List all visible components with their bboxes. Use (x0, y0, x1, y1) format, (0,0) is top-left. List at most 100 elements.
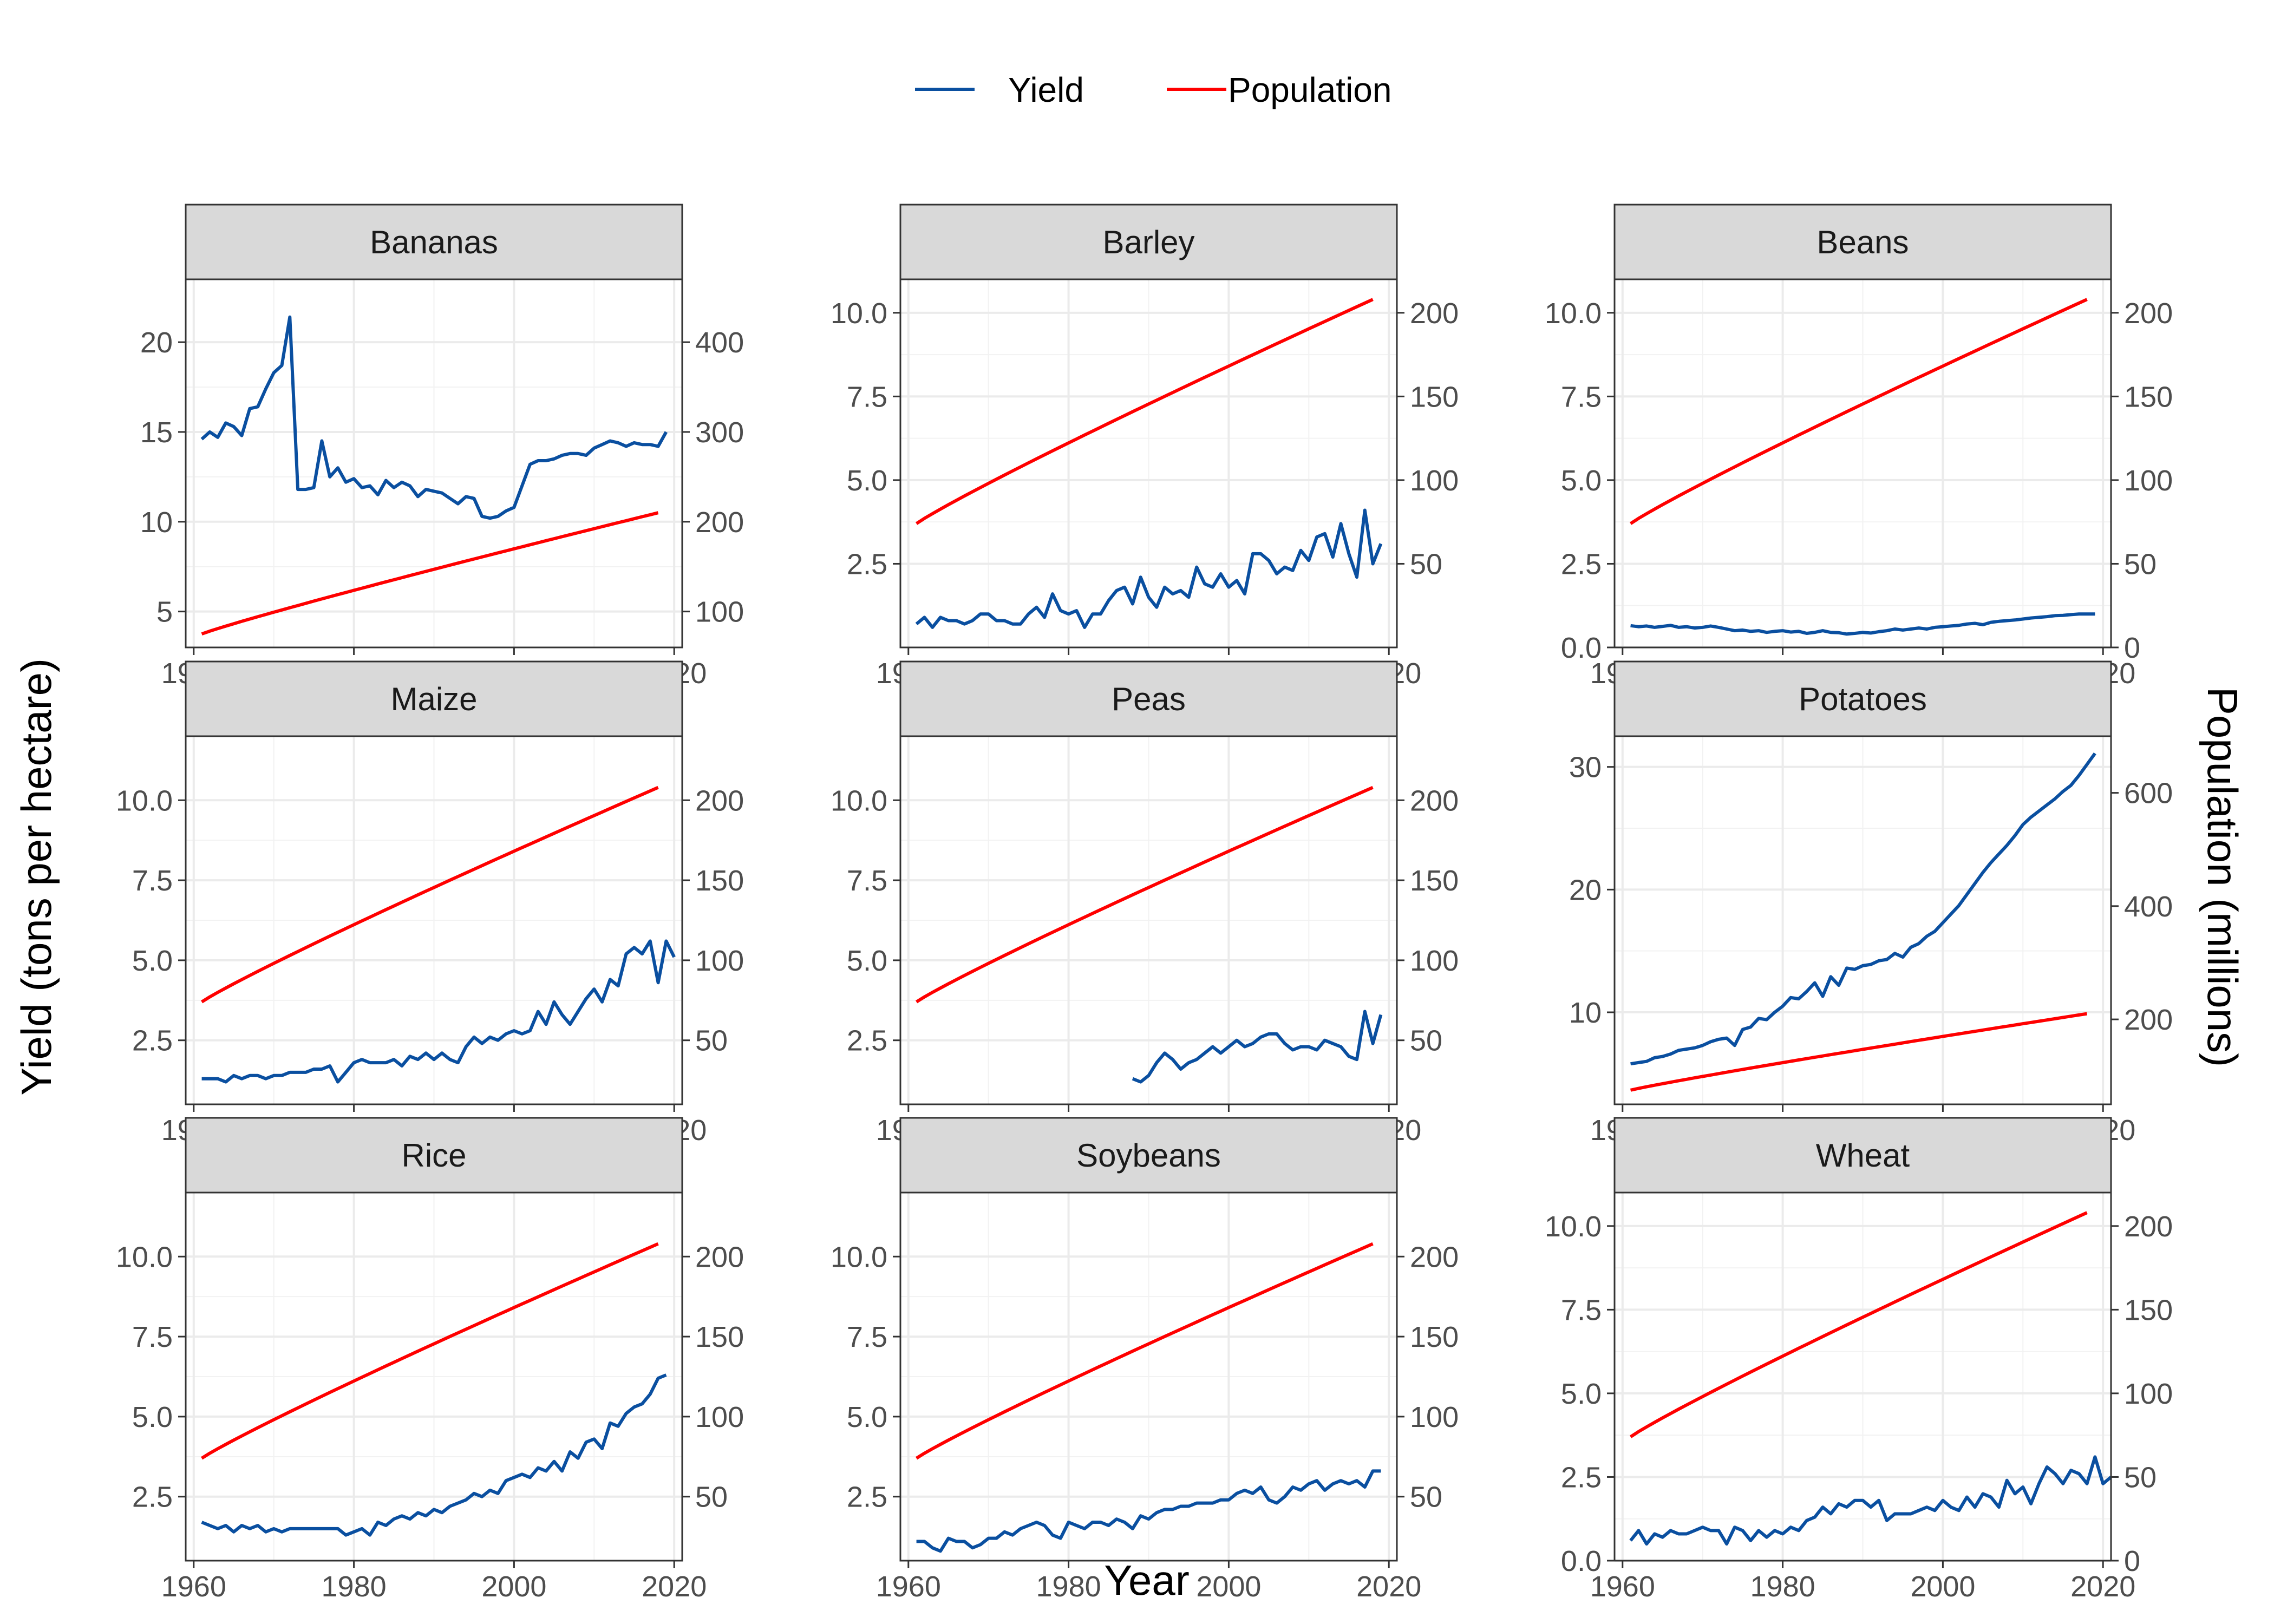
yield-line-wheat (1629, 1455, 2112, 1546)
x-tick-label: 1980 (322, 1570, 387, 1603)
strip-wheat (1613, 1117, 2112, 1194)
y2-tick-label: 200 (695, 1241, 744, 1273)
y2-tick-label: 200 (695, 784, 744, 817)
y-tick-label: 10.0 (116, 784, 173, 817)
y-tick-label: 10.0 (831, 1241, 887, 1273)
y-tick-label: 10.0 (831, 297, 887, 330)
y2-tick-label: 150 (2124, 381, 2173, 413)
y-tick-label: 7.5 (847, 1321, 887, 1353)
strip-label-soybeans: Soybeans (1076, 1137, 1221, 1174)
population-line-rice (201, 1242, 659, 1460)
y2-tick-label: 50 (695, 1481, 728, 1514)
panel-border-wheat (1613, 1191, 2112, 1562)
y-tick-label: 5.0 (847, 1401, 887, 1433)
strip-bananas (185, 204, 683, 280)
population-line-peas (916, 785, 1374, 1004)
y-tick-label: 5.0 (1561, 1378, 1602, 1410)
panel-wheat: Wheat 1960 1980 2000 2020 0.0 2.5 5.0 7.5 10.0 0 50… (1545, 1117, 2173, 1603)
strip-label-potatoes: Potatoes (1799, 681, 1927, 717)
y2-tick-label: 200 (1410, 784, 1459, 817)
y-tick-label: 2.5 (1561, 548, 1602, 580)
y-tick-label: 7.5 (847, 865, 887, 897)
y-tick-label: 5.0 (847, 464, 887, 497)
y2-tick-label: 0 (2124, 1545, 2140, 1577)
panel-soybeans: Soybeans 1960 1980 2000 2020 2.5 5.0 7.5 10.0 50 1… (831, 1117, 1459, 1603)
strip-label-peas: Peas (1112, 681, 1186, 717)
panel-border-beans (1613, 278, 2112, 649)
population-line-wheat (1629, 1211, 2088, 1438)
y2-tick-label: 50 (695, 1025, 728, 1057)
legend-population-label: Population (1228, 70, 1391, 109)
y2-tick-label: 150 (2124, 1294, 2173, 1326)
y2-tick-label: 100 (695, 596, 744, 628)
y-tick-label: 2.5 (1561, 1461, 1602, 1494)
y-tick-label: 10.0 (1545, 1210, 1602, 1243)
y-tick-label: 20 (140, 326, 173, 359)
y-tick-label: 10.0 (1545, 297, 1602, 330)
y-tick-label: 5.0 (847, 945, 887, 977)
x-tick-label: 1960 (876, 1570, 941, 1603)
strip-label-bananas: Bananas (370, 224, 498, 260)
y2-tick-label: 50 (2124, 1461, 2157, 1494)
strip-label-rice: Rice (401, 1137, 466, 1174)
yield-line-bananas (200, 315, 668, 520)
strip-barley (899, 204, 1398, 280)
y2-tick-label: 200 (2124, 1004, 2173, 1036)
x-axis-title: Year (1104, 1556, 1190, 1604)
y2-tick-label: 150 (695, 1321, 744, 1353)
strip-rice (185, 1117, 683, 1194)
panel-border-rice (185, 1191, 683, 1562)
x-tick-label: 1960 (1590, 1570, 1655, 1603)
panel-border-potatoes (1613, 735, 2112, 1105)
legend-yield-label: Yield (1008, 70, 1084, 109)
panel-beans: Beans19601980200020200.02.55.07.510.0050… (1545, 204, 2173, 690)
y2-tick-label: 100 (1410, 945, 1459, 977)
y2-tick-label: 400 (2124, 890, 2173, 923)
y-tick-label: 2.5 (132, 1481, 173, 1514)
x-tick-label: 2000 (481, 1570, 546, 1603)
y-tick-label: 10.0 (831, 784, 887, 817)
y-tick-label: 0.0 (1561, 632, 1602, 664)
strip-label-maize: Maize (390, 681, 477, 717)
y-tick-label: 2.5 (847, 1481, 887, 1514)
y2-tick-label: 200 (1410, 297, 1459, 330)
y-tick-label: 30 (1569, 751, 1602, 784)
y2-tick-label: 100 (2124, 1378, 2173, 1410)
y-tick-label: 7.5 (132, 1321, 173, 1353)
strip-label-wheat: Wheat (1816, 1137, 1910, 1174)
panel-border-bananas (185, 278, 683, 649)
population-line-potatoes (1630, 1012, 2088, 1092)
y2-tick-label: 100 (2124, 464, 2173, 497)
y-tick-label: 5.0 (132, 1401, 173, 1433)
y2-tick-label: 100 (1410, 464, 1459, 497)
panel-border-soybeans (899, 1191, 1398, 1562)
y-tick-label: 2.5 (847, 548, 887, 580)
strip-potatoes (1613, 660, 2112, 737)
y-tick-label: 15 (140, 416, 173, 449)
population-line-soybeans (916, 1242, 1374, 1460)
y2-tick-label: 0 (2124, 632, 2140, 664)
y2-tick-label: 100 (695, 945, 744, 977)
yield-line-soybeans (916, 1469, 1381, 1553)
yield-line-peas (1132, 1010, 1383, 1084)
x-tick-label: 1960 (161, 1570, 226, 1603)
y-tick-label: 10 (140, 506, 173, 539)
y2-tick-label: 200 (2124, 1210, 2173, 1243)
legend: Yield Population (915, 70, 1391, 109)
y-tick-label: 7.5 (1561, 381, 1602, 413)
panel-border-peas (899, 735, 1398, 1105)
x-tick-label: 1980 (1036, 1570, 1101, 1603)
strip-label-barley: Barley (1102, 224, 1194, 260)
y2-tick-label: 50 (1410, 1025, 1442, 1057)
x-tick-label: 2020 (1356, 1570, 1421, 1603)
y2-tick-label: 200 (695, 506, 744, 539)
y-tick-label: 5.0 (1561, 464, 1602, 497)
y2-tick-label: 50 (1410, 1481, 1442, 1514)
strip-beans (1613, 204, 2112, 280)
panel-peas: Peas19601980200020202.55.07.510.05010015… (831, 660, 1459, 1147)
y2-tick-label: 100 (695, 1401, 744, 1433)
yield-line-beans (1630, 612, 2095, 636)
y-axis-title: Yield (tons per hectare) (12, 658, 60, 1096)
y-tick-label: 20 (1569, 874, 1602, 906)
y2-tick-label: 50 (2124, 548, 2157, 580)
